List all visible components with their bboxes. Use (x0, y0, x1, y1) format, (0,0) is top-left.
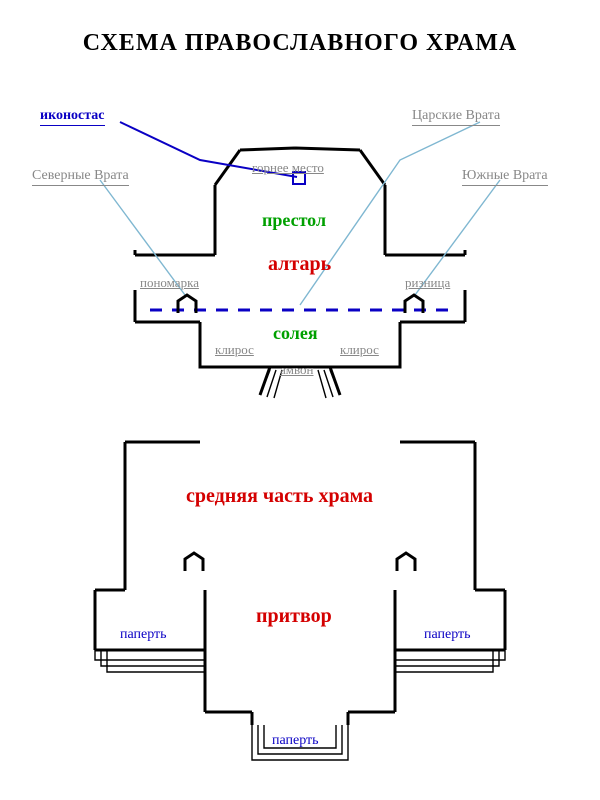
diagram-label: ризница (405, 275, 450, 291)
diagram-label: престол (262, 210, 326, 231)
diagram-label: солея (273, 323, 318, 344)
diagram-label: Южные Врата (462, 168, 548, 186)
diagram-label: паперть (424, 627, 471, 643)
diagram-label: средняя часть храма (186, 485, 373, 508)
diagram-label: клирос (215, 342, 254, 358)
diagram-label: Царские Врата (412, 108, 500, 126)
diagram-label: алтарь (268, 253, 331, 276)
diagram-label: притвор (256, 605, 332, 628)
diagram-label: Северные Врата (32, 168, 129, 186)
diagram-label: иконостас (40, 108, 105, 126)
diagram-label: клирос (340, 342, 379, 358)
diagram-label: горнее место (252, 160, 324, 176)
diagram-label: паперть (272, 733, 319, 749)
diagram-label: пономарка (140, 275, 199, 291)
diagram-label: паперть (120, 627, 167, 643)
diagram-label: амвон (280, 362, 314, 378)
